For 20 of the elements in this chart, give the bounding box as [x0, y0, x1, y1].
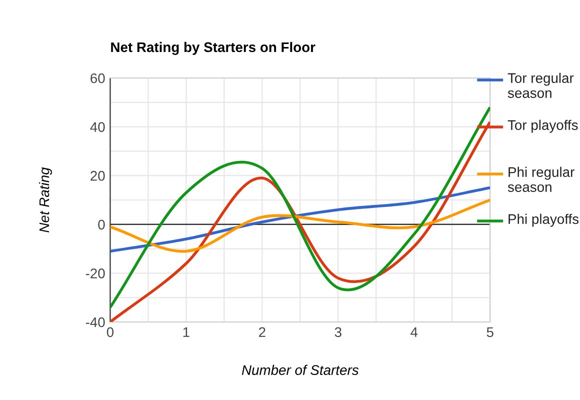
x-tick-label: 3: [334, 327, 342, 338]
legend-label: Tor playoffs: [508, 120, 578, 133]
x-tick-label: 2: [258, 327, 266, 337]
y-tick-label: 40: [90, 122, 105, 132]
x-tick-label: 1: [183, 327, 190, 337]
y-axis-title: Net Rating: [38, 167, 52, 232]
y-tick-label: -20: [86, 268, 105, 278]
chart-title: Net Rating by Starters on Floor: [111, 42, 316, 55]
y-tick-label: 0: [98, 220, 105, 230]
x-tick-label: 5: [486, 327, 494, 338]
y-tick-label: -40: [86, 317, 105, 328]
x-tick-label: 4: [410, 327, 418, 337]
y-tick-label: 20: [90, 170, 105, 181]
legend-label: Phi regular season: [508, 166, 574, 192]
y-tick-label: 60: [90, 73, 105, 84]
x-tick-label: 0: [106, 327, 114, 338]
x-axis-title: Number of Starters: [242, 364, 359, 376]
legend-label: Tor regular season: [508, 72, 574, 98]
line-series: [110, 198, 490, 253]
legend-label: Phi playoffs: [508, 214, 579, 227]
